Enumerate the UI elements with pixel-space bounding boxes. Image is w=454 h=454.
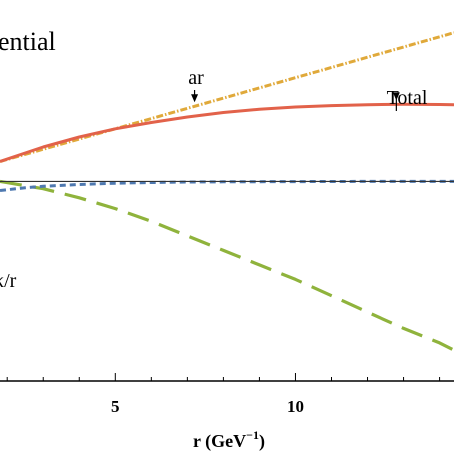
x-axis-label-main: r (GeV xyxy=(193,431,246,452)
arrow-total-head xyxy=(392,92,400,101)
annotation-kappa-label: κ/r xyxy=(0,270,17,292)
x-axis-label-exponent: −1 xyxy=(246,428,259,442)
arrow-ar-head xyxy=(191,94,199,103)
annotation-ar-label: ar xyxy=(188,67,204,89)
series-line-unlabeled xyxy=(0,179,454,192)
annotation-total-label: Total xyxy=(387,87,428,109)
series-line-ar xyxy=(0,31,454,163)
series-line-r xyxy=(0,179,454,352)
series-line-total xyxy=(0,102,454,163)
x-axis-label-close: ) xyxy=(259,431,265,452)
axis-layer: 5 10 xyxy=(0,90,454,416)
series-layer xyxy=(0,31,454,352)
x-axis-label: r (GeV−1) xyxy=(193,428,265,452)
x-tick-label: 10 xyxy=(287,397,304,416)
chart-title: ential xyxy=(0,27,56,56)
x-tick-label: 5 xyxy=(111,397,120,416)
